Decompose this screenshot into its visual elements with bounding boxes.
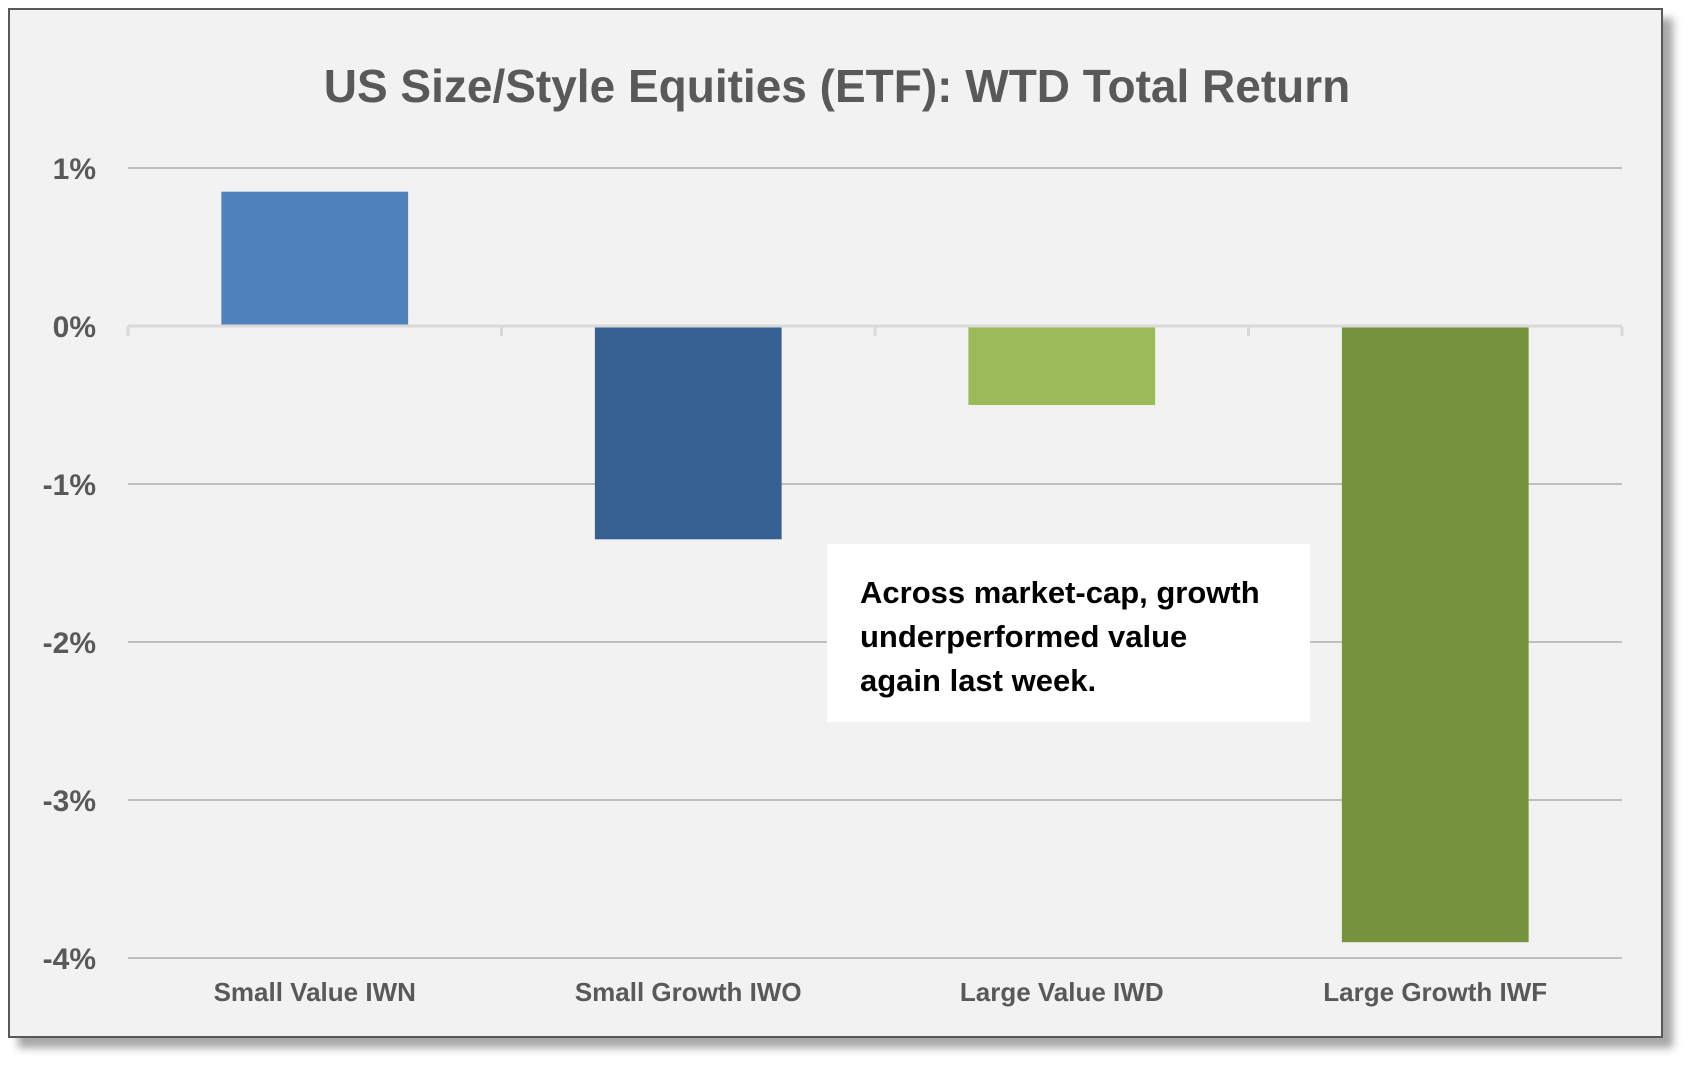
annotation-line-3: again last week. <box>860 663 1096 698</box>
y-tick-label: -1% <box>43 469 96 502</box>
chart-title: US Size/Style Equities (ETF): WTD Total … <box>324 60 1351 112</box>
y-tick-label: -2% <box>43 627 96 660</box>
annotation-box: Across market-cap, growth underperformed… <box>827 544 1310 722</box>
y-tick-label: -3% <box>43 785 96 818</box>
annotation-background <box>827 544 1310 722</box>
x-axis-ticks: Small Value IWN Small Growth IWO Large Val… <box>214 977 1548 1007</box>
y-tick-label: 0% <box>53 311 96 344</box>
x-category-label: Large Value IWD <box>960 977 1164 1007</box>
bar-small-value-iwn <box>221 191 409 326</box>
annotation-line-2: underperformed value <box>860 619 1187 654</box>
x-category-label: Small Value IWN <box>214 977 416 1007</box>
x-axis <box>126 324 1624 336</box>
bar-large-value-iwd <box>968 326 1156 405</box>
y-axis-ticks: 1% 0% -1% -2% -3% -4% <box>43 153 96 976</box>
y-tick-label: 1% <box>53 153 96 186</box>
chart-frame: US Size/Style Equities (ETF): WTD Total … <box>8 8 1663 1038</box>
x-category-label: Small Growth IWO <box>575 977 802 1007</box>
annotation-text: Across market-cap, growth underperformed… <box>860 575 1268 698</box>
bars <box>221 191 1529 943</box>
y-tick-label: -4% <box>43 943 96 976</box>
annotation-line-1: Across market-cap, growth <box>860 575 1260 610</box>
x-category-label: Large Growth IWF <box>1323 977 1547 1007</box>
bar-chart: US Size/Style Equities (ETF): WTD Total … <box>43 60 1624 1007</box>
bar-large-growth-iwf <box>1341 326 1529 943</box>
bar-small-growth-iwo <box>594 326 782 540</box>
